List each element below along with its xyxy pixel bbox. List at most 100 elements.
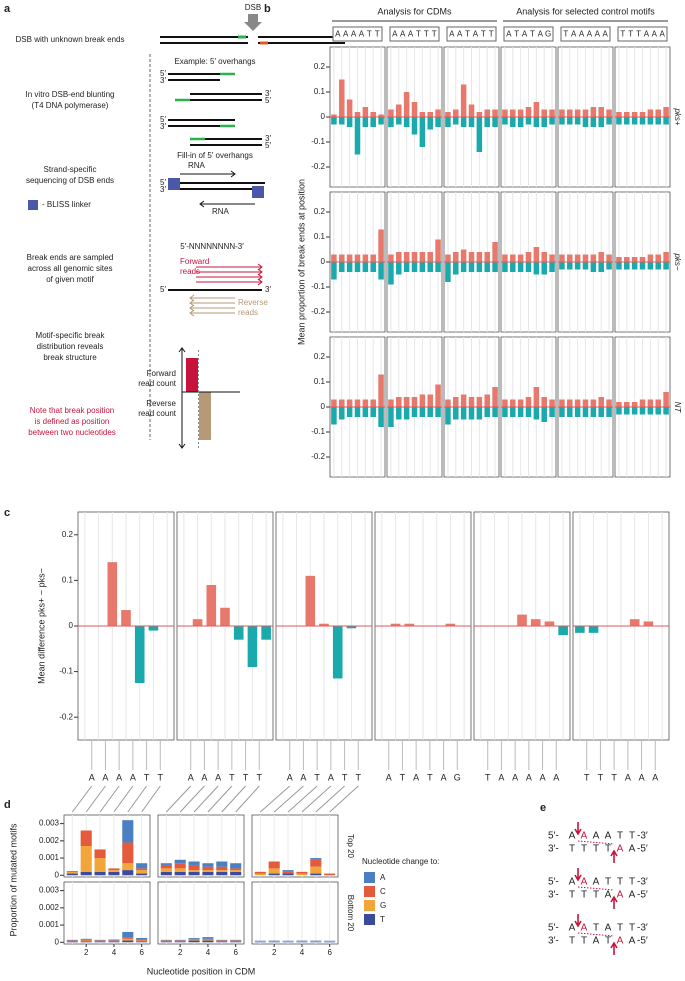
forward-bar [639, 112, 646, 117]
y-tick-label: 0.2 [314, 62, 326, 71]
stacked-segment [230, 868, 242, 871]
blunt-pair: 5′ 3′ 3′ 5′ [160, 115, 271, 150]
axis-label: Forward [147, 369, 176, 378]
connector [301, 785, 332, 813]
stacked-segment [122, 940, 134, 943]
forward-bar [354, 254, 361, 262]
forward-bar [453, 109, 459, 117]
forward-bar [411, 397, 418, 407]
stacked-segment [202, 870, 214, 872]
nucleotide: A [617, 936, 624, 947]
stacked-segment [80, 830, 92, 846]
connector [113, 785, 134, 813]
forward-bar [606, 109, 612, 117]
reverse-bar [476, 262, 483, 272]
note: Fill-in of 5′ overhangs [177, 151, 253, 160]
motif-letter: A [359, 30, 365, 39]
stacked-segment [160, 864, 172, 869]
stacked-segment [136, 937, 148, 940]
reverse-bar [378, 407, 384, 427]
stacked-segment [324, 941, 336, 943]
forward-bar [378, 114, 384, 117]
reverse-bar [492, 117, 498, 127]
forward-bar [468, 104, 475, 117]
forward-bar [331, 254, 337, 262]
rna-label: RNA [188, 161, 206, 170]
motif-letter: T [432, 30, 437, 39]
motif-letter: A [652, 772, 658, 782]
motif-letter: G [454, 772, 461, 782]
forward-bar [396, 397, 402, 407]
legend-label: G [380, 901, 386, 910]
reverse-bar [388, 262, 394, 285]
reverse-bar [590, 407, 597, 417]
step-label: Strand-specific [44, 165, 97, 174]
stacked-segment [136, 941, 148, 943]
legend-label: A [380, 873, 386, 882]
reverse-bar [484, 407, 490, 417]
linker-label: - BLISS linker [42, 200, 91, 209]
stacked-segment [216, 939, 228, 941]
stacked-segment [188, 939, 200, 941]
reverse-bar [624, 262, 630, 270]
forward-bar [453, 397, 459, 407]
stacked-segment [136, 868, 148, 871]
strand-end: 5′- [548, 831, 559, 842]
motif-letter: A [449, 30, 455, 39]
step-label: distribution reveals [37, 342, 104, 351]
reverse-bar [411, 262, 418, 272]
motif-letter: T [514, 30, 519, 39]
motif-letter: A [659, 30, 665, 39]
motif-letter: A [522, 30, 528, 39]
motif-letter: T [158, 772, 164, 782]
connector [235, 785, 260, 813]
x-axis-label: Nucleotide position in CDM [147, 966, 256, 976]
reverse-bar [362, 407, 369, 417]
difference-bar [319, 623, 329, 626]
forward-bar [533, 102, 540, 117]
y-tick-label: -0.2 [311, 452, 325, 461]
motif-letter: T [400, 772, 406, 782]
stacked-segment [230, 940, 242, 942]
facet [251, 814, 339, 878]
forward-label: reads [180, 267, 200, 276]
motif-letter: A [89, 772, 95, 782]
forward-bar [445, 254, 451, 262]
forward-bar [616, 402, 622, 407]
stacked-segment [122, 931, 134, 938]
row-label: NT [673, 402, 682, 414]
linker-legend [28, 200, 38, 210]
nucleotide: T [569, 890, 575, 901]
forward-bar [453, 252, 459, 262]
forward-bar [549, 109, 555, 117]
forward-bar [559, 109, 565, 117]
forward-bar [647, 254, 654, 262]
reverse-bar [510, 407, 516, 417]
forward-bar [484, 109, 490, 117]
motif-letter: A [579, 30, 585, 39]
forward-bar [339, 254, 345, 262]
forward-bar [468, 252, 475, 262]
reverse-bar [559, 117, 565, 125]
reverse-bar [427, 117, 433, 130]
forward-bar [411, 102, 418, 117]
reverse-bar [510, 117, 516, 127]
reverse-bar [388, 407, 394, 427]
connector [127, 785, 147, 813]
reverse-bar [663, 407, 669, 415]
forward-bar [339, 399, 345, 407]
stacked-segment [268, 861, 280, 869]
forward-bar [598, 252, 604, 262]
reverse-bar [435, 117, 441, 127]
motif-letter: A [498, 772, 504, 782]
stacked-segment [160, 871, 172, 876]
reverse-bar [533, 407, 540, 420]
reverse-bar [631, 407, 638, 415]
reverse-bar [468, 407, 475, 420]
y-tick-label: 0.1 [314, 232, 326, 241]
forward-bar [378, 229, 384, 262]
motif-letter: T [628, 30, 633, 39]
forward-bar [567, 399, 573, 407]
connector [287, 785, 318, 813]
